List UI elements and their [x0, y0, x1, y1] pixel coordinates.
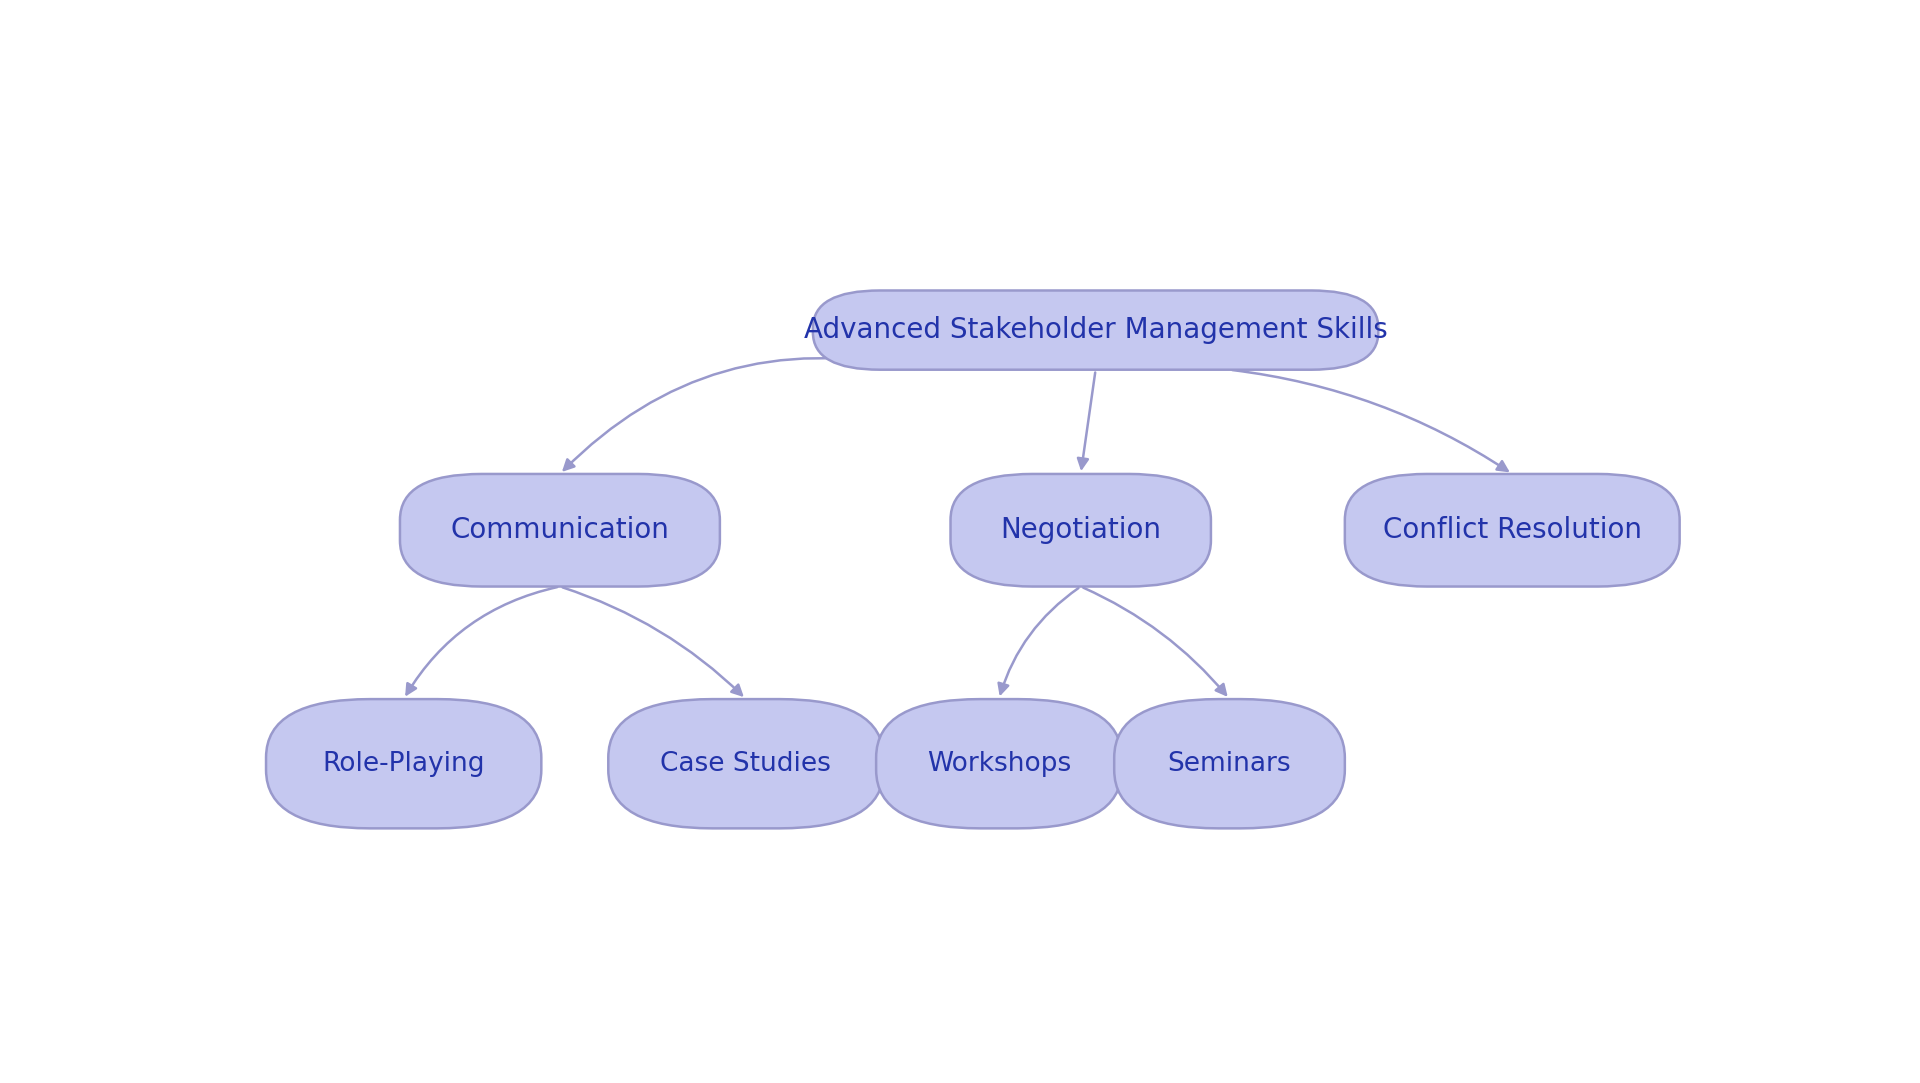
FancyBboxPatch shape: [399, 474, 720, 587]
FancyBboxPatch shape: [812, 290, 1379, 369]
Text: Advanced Stakeholder Management Skills: Advanced Stakeholder Management Skills: [804, 316, 1388, 344]
FancyBboxPatch shape: [1114, 700, 1344, 828]
Text: Communication: Communication: [451, 517, 670, 545]
Text: Workshops: Workshops: [927, 751, 1071, 777]
FancyBboxPatch shape: [1344, 474, 1680, 587]
Text: Case Studies: Case Studies: [660, 751, 831, 777]
FancyBboxPatch shape: [609, 700, 883, 828]
Text: Negotiation: Negotiation: [1000, 517, 1162, 545]
Text: Role-Playing: Role-Playing: [323, 751, 486, 777]
Text: Conflict Resolution: Conflict Resolution: [1382, 517, 1642, 545]
FancyBboxPatch shape: [950, 474, 1212, 587]
Text: Seminars: Seminars: [1167, 751, 1292, 777]
FancyBboxPatch shape: [876, 700, 1121, 828]
FancyBboxPatch shape: [267, 700, 541, 828]
